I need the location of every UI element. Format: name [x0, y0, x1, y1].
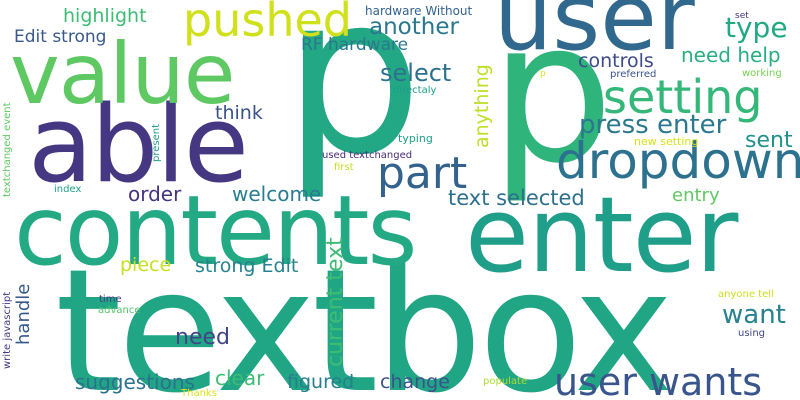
word-type: type — [725, 11, 788, 44]
word-piece: piece — [120, 254, 172, 276]
word-p-large-left: p — [283, 0, 423, 203]
word-first: first — [334, 162, 354, 173]
word-entry: entry — [672, 185, 720, 206]
word-present: present — [151, 123, 162, 162]
word-text-selected: text selected — [448, 186, 585, 210]
word-preferred: preferred — [610, 69, 657, 80]
word-current-text: current text — [323, 237, 348, 367]
word-populate: populate — [483, 376, 528, 387]
word-order: order — [128, 182, 182, 206]
word-hardware-without: hardware Without — [365, 4, 473, 18]
word-used-textchanged: used textchanged — [322, 150, 413, 161]
word-dropdown: dropdown — [556, 132, 800, 190]
word-strong-edit: strong Edit — [195, 255, 299, 277]
word-working: working — [742, 68, 782, 79]
word-set: set — [735, 11, 749, 21]
word-think: think — [215, 102, 263, 124]
word-welcome: welcome — [232, 182, 322, 206]
word-sent: sent — [745, 128, 793, 153]
word-clear: clear — [215, 366, 265, 390]
word-new-setting: new setting — [634, 135, 699, 148]
word-highlight: highlight — [63, 5, 147, 27]
word-index: index — [54, 184, 82, 195]
word-another: another — [369, 14, 459, 40]
word-write-javascript: write javascript — [2, 291, 13, 369]
word-textchanged-event: textchanged event — [2, 102, 13, 197]
word-thanks: Thanks — [181, 388, 217, 399]
word-figured: figured — [287, 371, 355, 393]
word-able: able — [28, 83, 249, 206]
word-select: select — [380, 59, 452, 87]
word-setting: setting — [603, 70, 763, 124]
word-want: want — [722, 300, 786, 330]
word-need-help: need help — [681, 43, 781, 67]
word-change: change — [380, 371, 450, 393]
word-pushed: pushed — [183, 0, 352, 47]
word-time: time — [99, 294, 122, 305]
word-advance: advance — [98, 305, 141, 316]
word-value: value — [10, 25, 235, 123]
word-using: using — [738, 328, 766, 339]
word-contents: contents — [14, 175, 418, 287]
word-part: part — [377, 148, 468, 199]
word-anything: anything — [471, 64, 493, 148]
word-edit-strong: Edit strong — [14, 27, 107, 47]
word-handle: handle — [13, 283, 34, 345]
word-need: need — [175, 325, 230, 350]
word-enter: enter — [465, 174, 738, 296]
word-p-small: p — [540, 69, 546, 79]
word-user-wants: user wants — [554, 360, 763, 400]
word-press-enter: press enter — [579, 110, 727, 140]
word-controls: controls — [578, 50, 654, 72]
word-suggestions: suggestions — [75, 370, 195, 394]
word-directaly: directaly — [393, 85, 437, 96]
word-anyone-tell: anyone tell — [718, 289, 774, 300]
word-typing: typing — [398, 132, 433, 145]
word-rf-hardware: RF hardware — [301, 35, 409, 55]
word-textbox: textbox — [55, 233, 674, 400]
word-user: user — [494, 0, 695, 71]
word-p-large-right: p — [490, 0, 614, 206]
